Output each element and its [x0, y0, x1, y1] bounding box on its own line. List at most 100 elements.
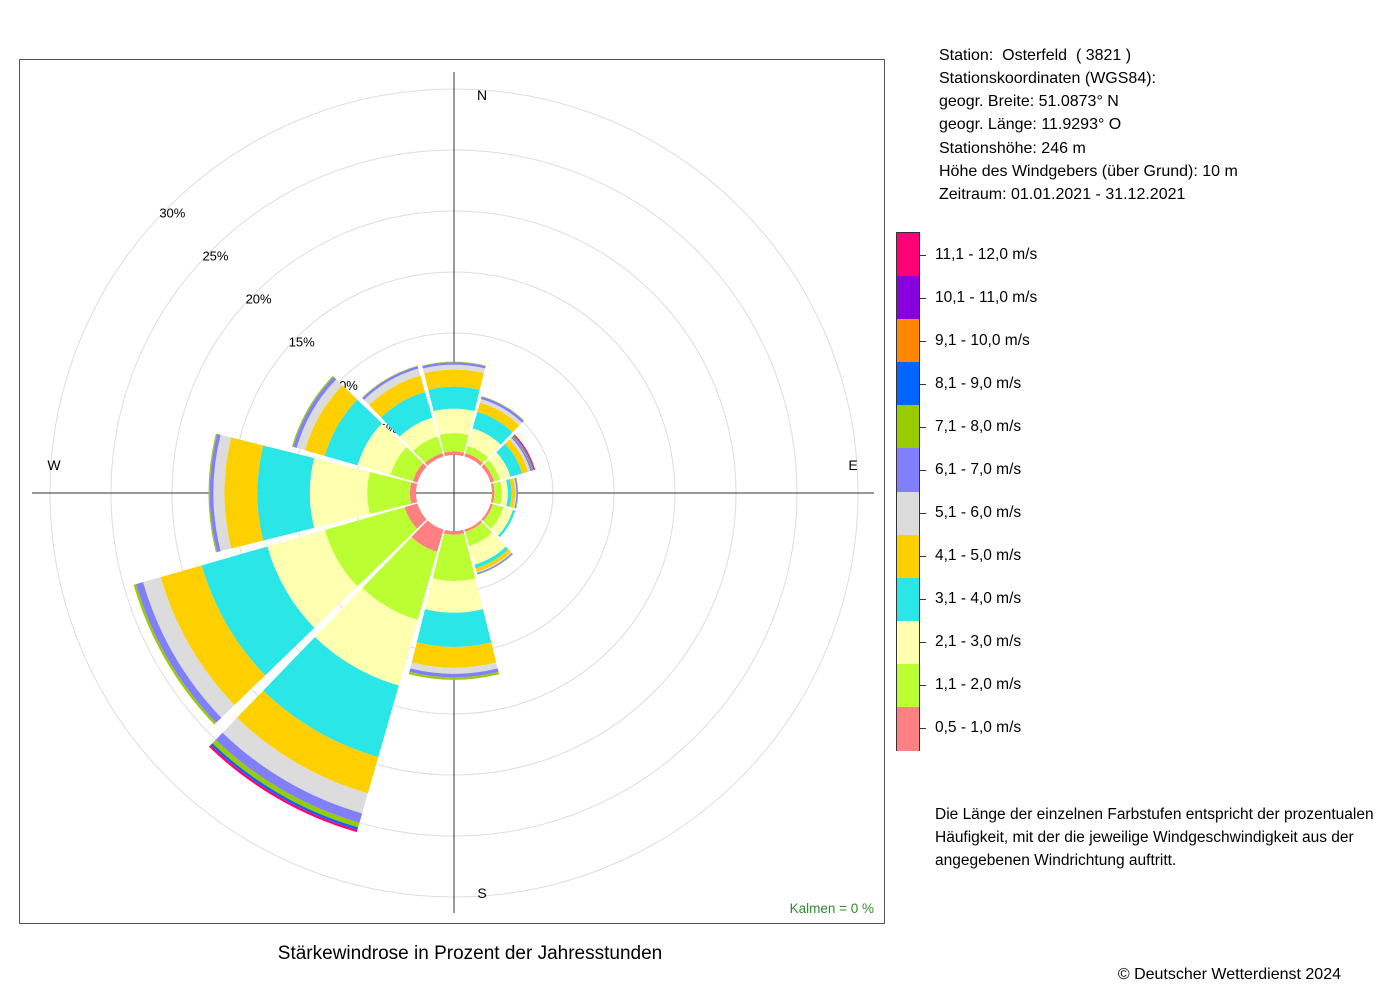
sector-330-class-6 — [362, 366, 419, 400]
sector-30-class-0 — [464, 452, 483, 466]
sector-150-class-6 — [476, 552, 513, 575]
legend-tick — [920, 298, 926, 299]
legend-label: 2,1 - 3,0 m/s — [935, 633, 1022, 650]
legend-label: 4,1 - 5,0 m/s — [935, 547, 1022, 564]
sector-240-class-2 — [267, 530, 358, 628]
sector-90-class-3 — [506, 479, 512, 507]
legend-swatch — [897, 491, 919, 536]
sector-60-class-5 — [509, 437, 531, 472]
legend-label: 3,1 - 4,0 m/s — [935, 590, 1022, 607]
direction-label-n: N — [477, 87, 487, 103]
sector-330-class-1 — [413, 436, 443, 464]
legend-swatch — [897, 362, 919, 407]
direction-label-s: S — [477, 885, 486, 901]
legend-swatch — [897, 706, 919, 751]
sector-0-class-7 — [422, 361, 486, 367]
sector-330-class-4 — [369, 375, 426, 418]
sector-270-class-2 — [309, 458, 370, 528]
sector-30-class-3 — [472, 411, 513, 445]
sector-150-class-3 — [474, 546, 509, 569]
sector-90-class-4 — [509, 478, 516, 508]
sector-240-class-1 — [324, 507, 418, 587]
longitude: geogr. Länge: 11.9293° O — [939, 116, 1122, 133]
sector-210-class-3 — [263, 637, 399, 758]
sector-330-class-5 — [364, 368, 421, 406]
sector-300-class-6 — [293, 376, 337, 448]
sector-90-class-0 — [490, 483, 495, 503]
sector-30-class-1 — [465, 445, 489, 464]
sector-60-class-1 — [483, 459, 500, 482]
sector-180-class-0 — [443, 529, 465, 535]
legend-tick — [920, 728, 926, 729]
sector-270-class-6 — [209, 433, 221, 553]
sector-90-class-1 — [493, 481, 502, 505]
legend-swatch — [897, 233, 919, 277]
time-period: Zeitraum: 01.01.2021 - 31.12.2021 — [939, 186, 1186, 203]
legend-label: 1,1 - 2,0 m/s — [935, 676, 1022, 693]
station-name: Station: Osterfeld ( 3821 ) — [939, 47, 1132, 64]
sector-0-class-3 — [428, 386, 480, 412]
sector-90-class-6 — [514, 477, 518, 509]
legend-tick — [920, 341, 926, 342]
sector-0-class-6 — [422, 362, 486, 369]
legend-tick — [920, 685, 926, 686]
sector-60-class-2 — [488, 452, 511, 480]
legend-tick — [920, 513, 926, 514]
sector-150-class-0 — [464, 520, 483, 532]
sector-90-class-7 — [515, 477, 519, 509]
sector-270-class-4 — [224, 437, 264, 549]
legend-swatch — [897, 448, 919, 493]
sector-240-class-4 — [160, 565, 266, 705]
legend-swatch — [897, 620, 919, 665]
legend-tick — [920, 599, 926, 600]
sector-0-class-5 — [422, 364, 486, 374]
sensor-height: Höhe des Windgebers (über Grund): 10 m — [939, 163, 1238, 180]
ring-label-15: 15% — [289, 335, 315, 350]
legend-tick — [920, 642, 926, 643]
sector-300-class-2 — [357, 423, 407, 475]
speed-legend-colorbar — [896, 232, 920, 751]
explanation-note: Die Länge der einzelnen Farbstufen entsp… — [935, 806, 1374, 869]
sector-270-class-5 — [213, 434, 232, 552]
station-height: Stationshöhe: 246 m — [939, 140, 1086, 157]
legend-tick — [920, 255, 926, 256]
sector-210-class-5 — [222, 717, 368, 814]
legend-tick — [920, 556, 926, 557]
legend-swatch — [897, 405, 919, 450]
ring-label-20: 20% — [246, 292, 272, 307]
sector-180-class-4 — [411, 642, 497, 668]
sector-210-class-1 — [362, 537, 438, 620]
sector-300-class-5 — [296, 379, 343, 451]
sector-150-class-2 — [469, 532, 506, 565]
legend-label: 5,1 - 6,0 m/s — [935, 504, 1022, 521]
legend-swatch — [897, 319, 919, 364]
sector-270-class-1 — [367, 472, 412, 514]
sector-120-class-1 — [483, 504, 504, 529]
coordinates-heading: Stationskoordinaten (WGS84): — [939, 70, 1156, 87]
legend-swatch — [897, 663, 919, 708]
sector-300-class-4 — [304, 385, 358, 456]
sector-150-class-1 — [465, 522, 493, 546]
copyright: © Deutscher Wetterdienst 2024 — [1117, 966, 1341, 983]
legend-label: 6,1 - 7,0 m/s — [935, 461, 1022, 478]
sector-180-class-5 — [410, 662, 498, 674]
sector-240-class-5 — [143, 577, 235, 718]
sector-90-class-5 — [513, 477, 517, 509]
sector-120-class-0 — [481, 503, 493, 522]
sector-210-class-0 — [411, 520, 444, 552]
sector-270-class-3 — [257, 445, 315, 541]
sector-150-class-4 — [475, 549, 511, 572]
sector-150-class-5 — [476, 551, 512, 573]
sector-60-class-3 — [496, 443, 523, 477]
direction-label-e: E — [848, 457, 857, 473]
legend-tick — [920, 470, 926, 471]
ring-label-25: 25% — [202, 248, 228, 263]
legend-label: 10,1 - 11,0 m/s — [935, 289, 1038, 306]
ring-label-30: 30% — [159, 205, 185, 220]
sector-0-class-1 — [439, 433, 469, 453]
sector-30-class-5 — [479, 399, 522, 426]
legend-swatch — [897, 276, 919, 321]
legend-label: 8,1 - 9,0 m/s — [935, 375, 1022, 392]
legend-label: 11,1 - 12,0 m/s — [935, 246, 1038, 263]
sector-0-class-0 — [443, 451, 465, 457]
